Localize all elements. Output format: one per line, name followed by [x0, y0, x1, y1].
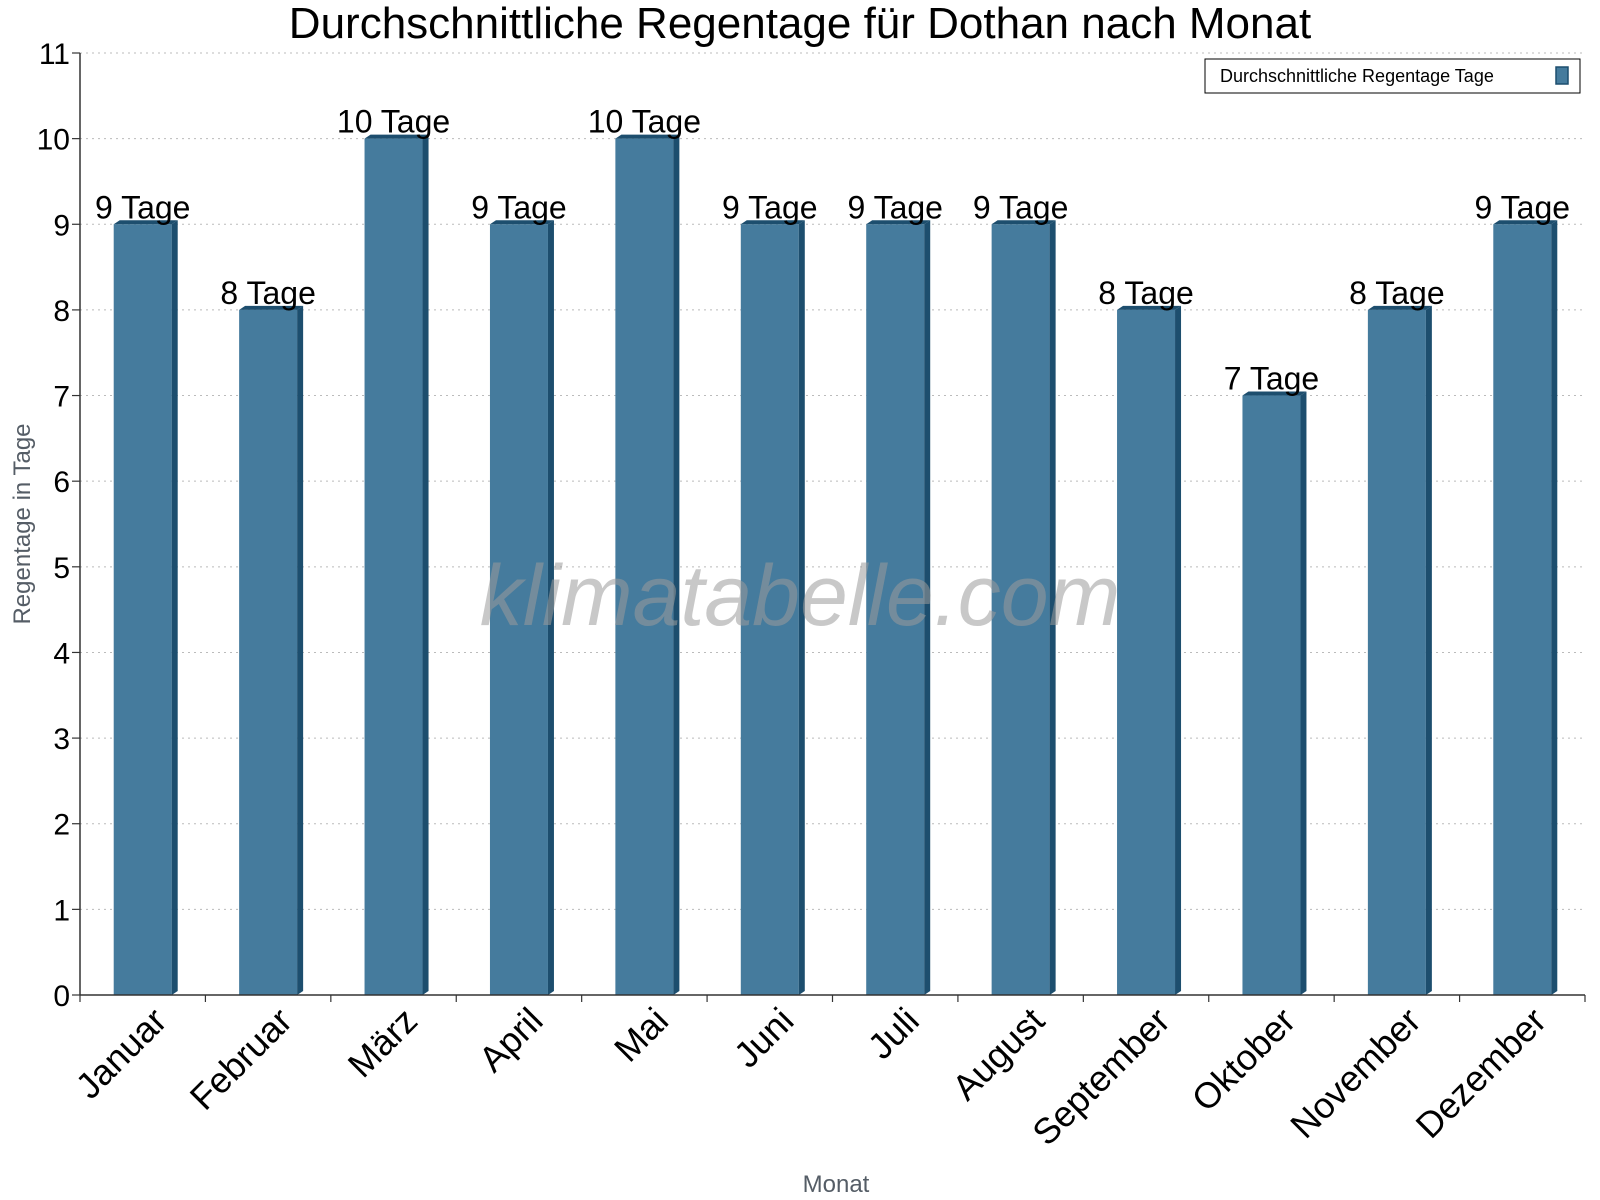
x-tick-label: Juni: [726, 1000, 802, 1076]
bar-side: [924, 220, 931, 996]
data-label: 8 Tage: [1349, 275, 1445, 311]
bar-top: [740, 220, 805, 225]
bar-front: [866, 224, 925, 996]
bar-side: [547, 220, 554, 996]
bar-side: [1425, 305, 1432, 996]
bar-märz: [364, 134, 429, 996]
x-tick-label: Januar: [68, 1000, 175, 1107]
y-axis-ticks: 0 1 2 3 4 5 6 7 8 9 10 11: [37, 38, 80, 1013]
x-axis-label: Monat: [803, 1171, 870, 1198]
bar-side: [1300, 391, 1307, 996]
bar-top: [866, 220, 931, 225]
data-label: 10 Tage: [588, 104, 701, 140]
y-tick-label: 9: [53, 209, 70, 242]
x-tick-label: März: [340, 1000, 426, 1086]
data-label: 8 Tage: [220, 275, 316, 311]
bar-front: [489, 224, 548, 996]
y-tick-label: 10: [37, 124, 70, 157]
data-label: 9 Tage: [847, 189, 943, 225]
bar-top: [113, 220, 178, 225]
bar-top: [615, 134, 680, 139]
x-tick-label: Oktober: [1184, 1000, 1304, 1120]
x-tick-label: Mai: [606, 1000, 676, 1070]
bar-juni: [740, 220, 805, 996]
bar-top: [1367, 305, 1432, 310]
x-tick-label: November: [1282, 1000, 1428, 1146]
y-tick-label: 5: [53, 552, 70, 585]
y-tick-label: 2: [53, 809, 70, 842]
bar-front: [239, 309, 298, 996]
bars: [113, 134, 1558, 996]
bar-side: [1049, 220, 1056, 996]
bar-front: [364, 138, 423, 996]
data-label: 9 Tage: [471, 189, 567, 225]
y-tick-label: 6: [53, 466, 70, 499]
data-label: 9 Tage: [722, 189, 818, 225]
y-tick-label: 8: [53, 295, 70, 328]
bar-april: [489, 220, 554, 996]
bar-dezember: [1493, 220, 1558, 996]
bar-front: [615, 138, 674, 996]
y-tick-label: 4: [53, 637, 70, 670]
bar-top: [1242, 391, 1307, 396]
bar-front: [1117, 309, 1176, 996]
bar-februar: [239, 305, 304, 996]
bar-front: [991, 224, 1050, 996]
bar-august: [991, 220, 1056, 996]
x-tick-label: September: [1024, 1000, 1178, 1154]
legend-box: [1204, 58, 1581, 94]
x-tick-label: August: [944, 1000, 1052, 1108]
x-tick-label: Februar: [182, 1000, 300, 1118]
legend-label: Durchschnittliche Regentage Tage: [1220, 66, 1494, 86]
data-label: 8 Tage: [1098, 275, 1194, 311]
bar-top: [1493, 220, 1558, 225]
bar-front: [1367, 309, 1426, 996]
data-label: 9 Tage: [973, 189, 1069, 225]
bar-top: [364, 134, 429, 139]
bar-side: [673, 134, 680, 996]
bar-januar: [113, 220, 178, 996]
bar-juli: [866, 220, 931, 996]
data-label: 7 Tage: [1224, 361, 1320, 397]
bar-september: [1117, 305, 1182, 996]
grid-lines: [80, 52, 1585, 910]
legend-swatch: [1555, 66, 1569, 85]
bar-mai: [615, 134, 680, 996]
x-axis-ticks: Januar Februar März April Mai Juni Juli AugustS…: [68, 995, 1586, 1154]
bar-side: [422, 134, 429, 996]
y-tick-label: 11: [39, 38, 70, 71]
data-label: 10 Tage: [337, 104, 450, 140]
x-tick-label: Juli: [860, 1000, 927, 1067]
data-labels: 9 Tage 8 Tage 10 Tage 9 Tage 10 Tage 9 Tage 9 …: [95, 104, 1570, 397]
bar-side: [297, 305, 304, 996]
bar-top: [489, 220, 554, 225]
bar-oktober: [1242, 391, 1307, 996]
y-tick-label: 7: [53, 381, 70, 414]
bar-november: [1367, 305, 1432, 996]
bar-top: [1117, 305, 1182, 310]
bar-top: [239, 305, 304, 310]
x-tick-label: April: [471, 1000, 551, 1080]
bar-side: [1551, 220, 1558, 996]
bar-side: [1175, 305, 1182, 996]
bar-front: [1242, 395, 1301, 996]
y-tick-label: 1: [53, 894, 70, 927]
bar-top: [991, 220, 1056, 225]
bar-side: [171, 220, 178, 996]
bar-side: [798, 220, 805, 996]
watermark: klimatabelle.com: [480, 548, 1120, 644]
bar-front: [740, 224, 799, 996]
data-label: 9 Tage: [1475, 189, 1571, 225]
y-tick-label: 3: [53, 723, 70, 756]
bar-front: [1493, 224, 1552, 996]
y-axis-label: Regentage in Tage: [9, 423, 36, 624]
chart-title: Durchschnittliche Regentage für Dothan n…: [289, 0, 1311, 48]
bar-front: [113, 224, 172, 996]
legend: Durchschnittliche Regentage Tage: [1204, 58, 1581, 94]
y-tick-label: 0: [53, 980, 70, 1013]
x-tick-label: Dezember: [1408, 1000, 1554, 1146]
data-label: 9 Tage: [95, 189, 191, 225]
